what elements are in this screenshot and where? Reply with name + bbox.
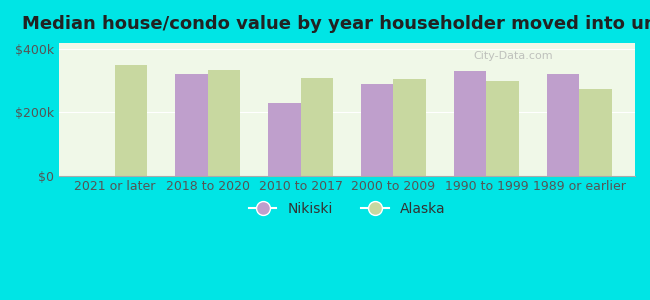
Text: City-Data.com: City-Data.com bbox=[474, 51, 553, 61]
Bar bbox=[547, 74, 579, 176]
Bar bbox=[393, 79, 426, 176]
Bar bbox=[579, 89, 612, 176]
Title: Median house/condo value by year householder moved into unit: Median house/condo value by year househo… bbox=[22, 15, 650, 33]
Bar bbox=[486, 81, 519, 176]
Bar bbox=[268, 103, 300, 176]
Bar bbox=[115, 65, 148, 176]
Bar bbox=[207, 70, 240, 176]
Bar bbox=[361, 84, 393, 176]
Bar bbox=[454, 71, 486, 176]
Bar bbox=[175, 74, 207, 176]
Bar bbox=[300, 78, 333, 176]
Legend: Nikiski, Alaska: Nikiski, Alaska bbox=[243, 196, 451, 222]
